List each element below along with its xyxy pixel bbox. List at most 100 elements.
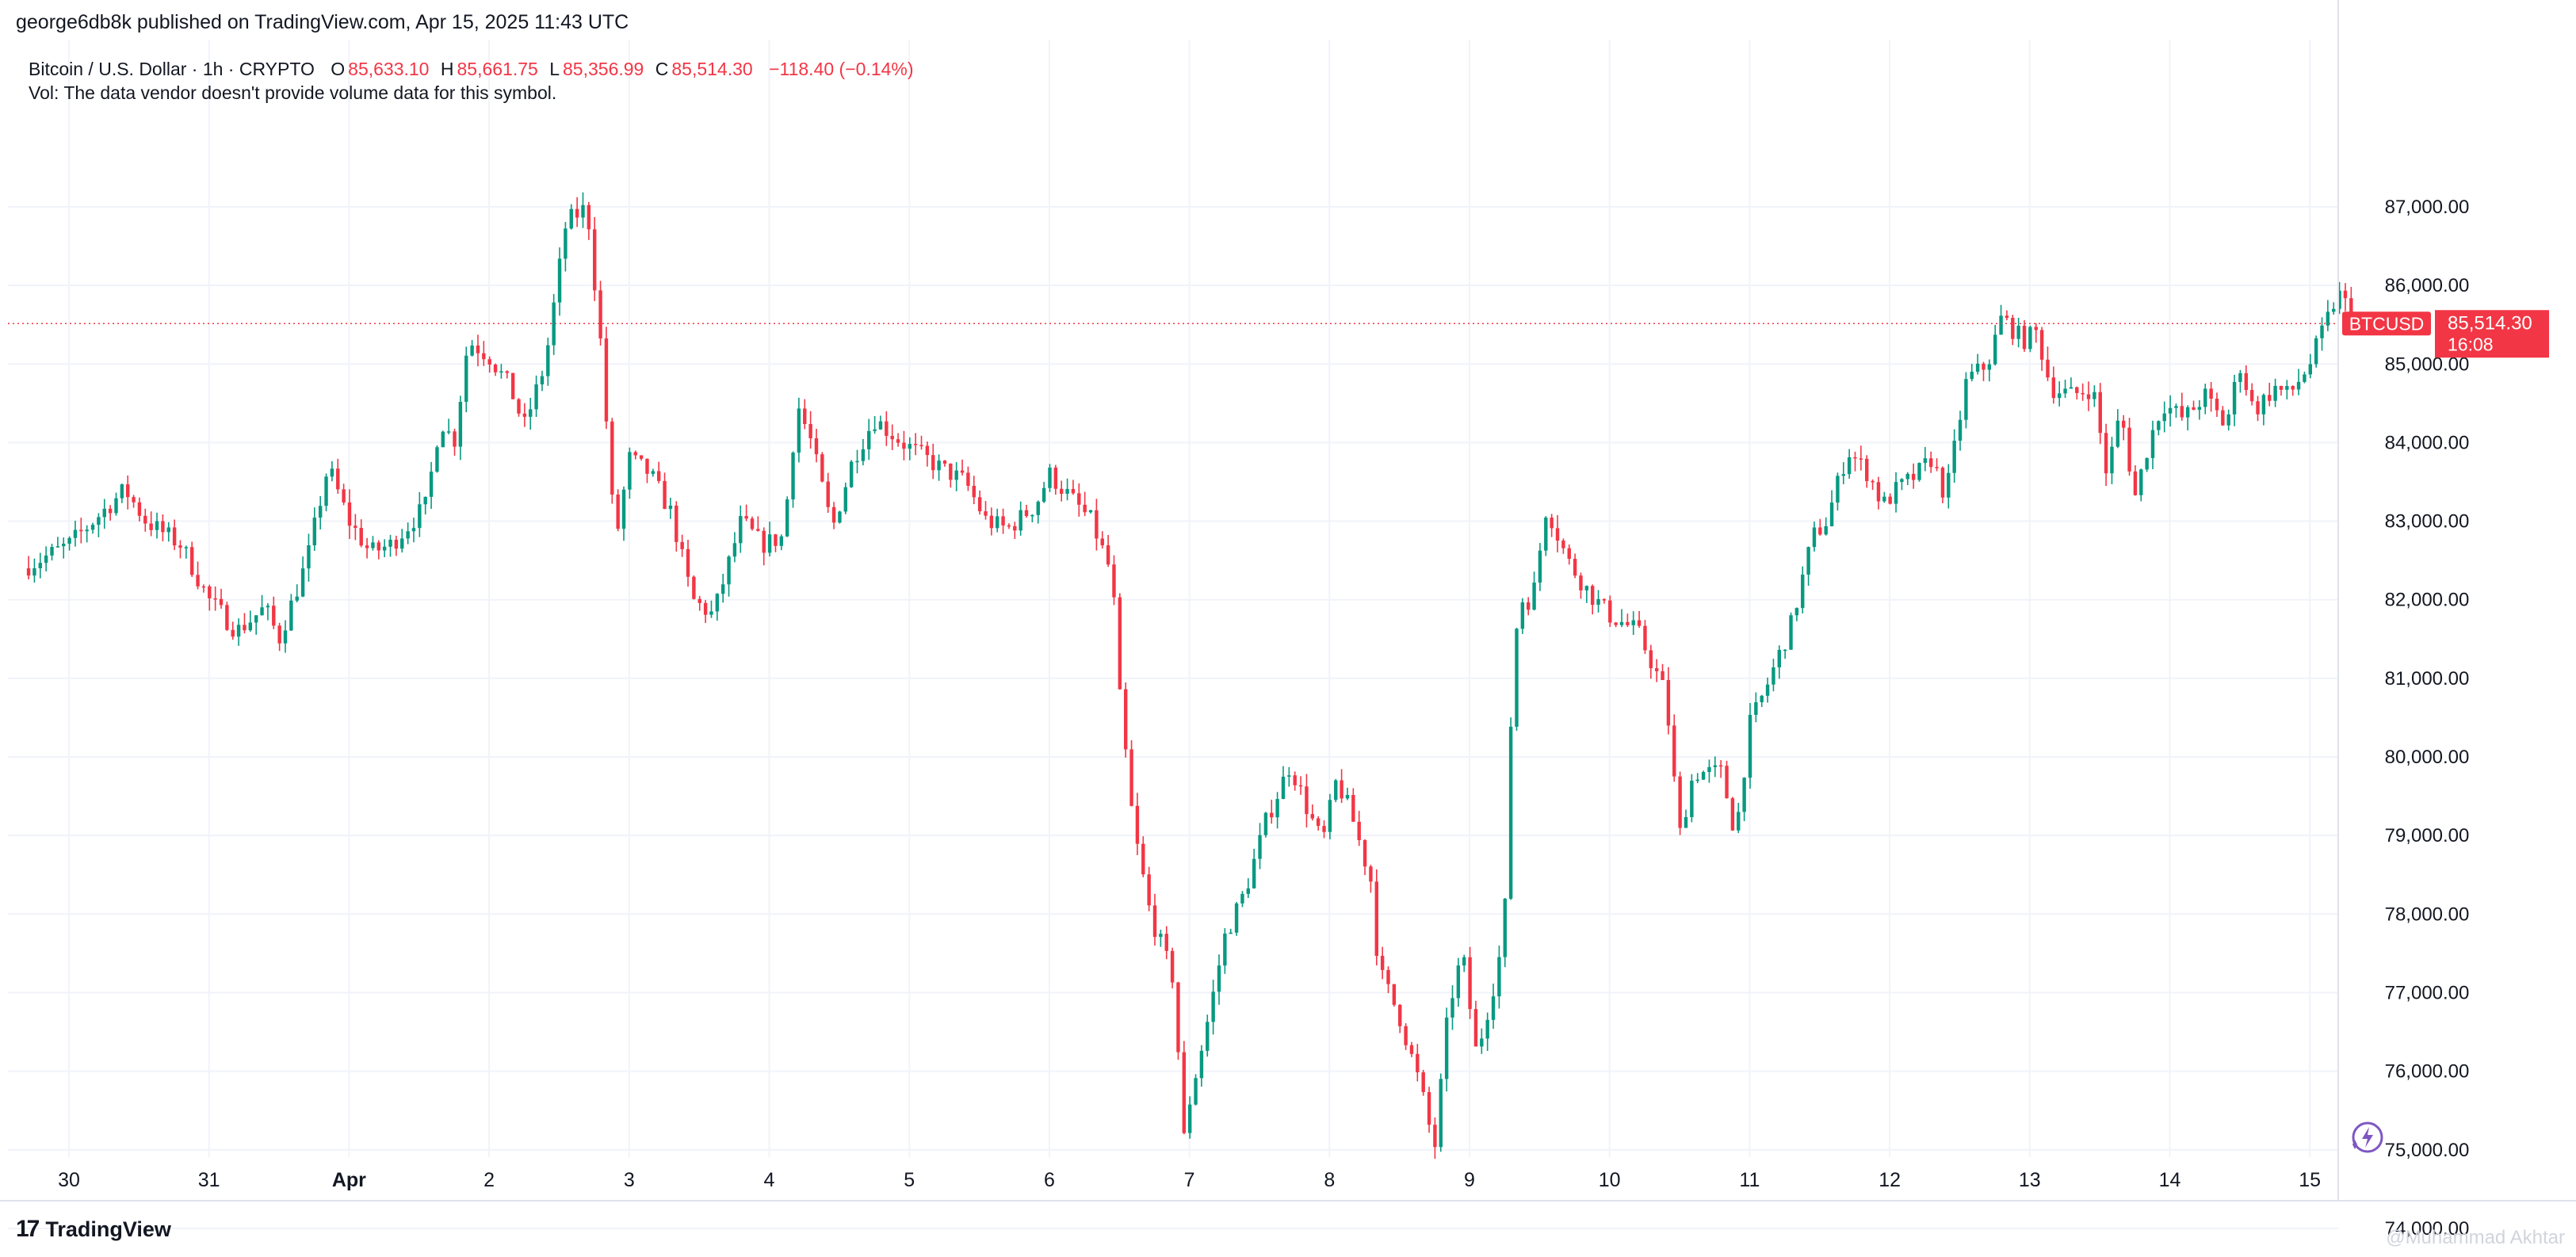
candle-body [487, 359, 491, 365]
candle-body [295, 596, 299, 601]
candle-body [2011, 318, 2015, 339]
candle-body [208, 586, 212, 598]
candle-body [557, 258, 562, 303]
candle-body [102, 508, 106, 518]
candle-body [779, 536, 784, 546]
lightning-icon[interactable] [2348, 1118, 2387, 1157]
candle-body [1777, 650, 1782, 668]
candle-body [2180, 406, 2184, 418]
candle-body [1252, 858, 1256, 888]
candle-body [330, 468, 334, 477]
candle-body [243, 625, 247, 631]
candle-body [2261, 395, 2266, 415]
candle-body [1473, 1009, 1478, 1047]
candle-body [797, 408, 801, 453]
candle-body [873, 429, 877, 431]
candle-body [1100, 538, 1104, 546]
candle-body [1386, 969, 1390, 984]
candle-body [406, 531, 410, 539]
candle-body [32, 567, 36, 576]
candle-body [1060, 488, 1064, 494]
candle-body [1176, 982, 1180, 1053]
candle-body [62, 544, 66, 547]
candle-body [732, 543, 737, 557]
candle-body [1217, 965, 1221, 992]
candle-body [2162, 413, 2166, 422]
candle-body [675, 505, 678, 542]
candle-body [2209, 388, 2213, 399]
candle-body [1631, 620, 1635, 625]
candle-body [1404, 1026, 1408, 1045]
candle-body [1690, 781, 1694, 817]
candle-body [529, 409, 533, 417]
candle-body [1824, 525, 1828, 535]
y-tick-label: 74,000.00 [2385, 1218, 2470, 1240]
candle-body [1024, 510, 1029, 517]
candle-body [1135, 805, 1140, 844]
candle-body [1695, 779, 1699, 781]
candle-body [885, 421, 889, 436]
candle-body [1199, 1050, 1204, 1079]
candle-body [2127, 427, 2131, 472]
candle-body [429, 472, 434, 497]
candle-body [126, 484, 130, 498]
candle-body [283, 630, 288, 644]
candle-body [890, 435, 894, 440]
candle-body [1532, 583, 1536, 610]
candle-body [1847, 457, 1852, 475]
candle-body [831, 506, 836, 523]
candle-body [2203, 388, 2207, 407]
candle-body [575, 208, 579, 218]
candle-body [1666, 680, 1671, 726]
candle-body [1905, 473, 1909, 479]
candle-body [925, 445, 930, 456]
candle-body [954, 470, 958, 480]
candle-body [767, 534, 772, 553]
candle-body [336, 468, 340, 490]
candle-body [1270, 812, 1274, 818]
candle-body [1859, 458, 1863, 460]
tradingview-logo[interactable]: 17 TradingView [16, 1216, 171, 1243]
x-tick-label: 8 [1324, 1169, 1335, 1191]
change-value: −118.40 (−0.14%) [769, 59, 914, 79]
candle-body [201, 586, 206, 588]
candle-body [120, 484, 124, 499]
candle-body [1538, 550, 1542, 583]
candle-body [838, 511, 842, 523]
candle-body [1141, 843, 1145, 875]
candle-body [137, 502, 142, 516]
candle-body [2081, 392, 2085, 395]
candle-body [1841, 474, 1845, 476]
candle-body [1678, 776, 1682, 828]
candle-body [400, 538, 404, 549]
candle-body [656, 471, 661, 481]
candle-body [441, 431, 445, 448]
candle-body [2343, 290, 2348, 299]
x-tick-label: 10 [1599, 1169, 1621, 1191]
candle-body [1421, 1072, 1425, 1092]
candle-body [1649, 650, 1653, 669]
y-tick-label: 80,000.00 [2385, 747, 2470, 768]
candle-body [248, 622, 253, 631]
candle-body [1001, 516, 1005, 525]
candle-body [446, 431, 451, 433]
candle-body [1223, 933, 1227, 966]
symbol-title[interactable]: Bitcoin / U.S. Dollar · 1h · CRYPTO [29, 59, 315, 79]
candle-body [1742, 778, 1746, 812]
candle-body [50, 547, 54, 556]
candle-body [2320, 325, 2324, 338]
symbol-legend: Bitcoin / U.S. Dollar · 1h · CRYPTO O 85,… [29, 57, 917, 105]
candle-body [2139, 469, 2143, 495]
candle-body [1328, 800, 1332, 832]
candle-body [2051, 377, 2056, 399]
candle-body [756, 529, 760, 531]
candle-body [388, 539, 392, 547]
candle-body [1258, 835, 1262, 859]
candle-body [2291, 386, 2295, 390]
candle-body [774, 534, 778, 546]
candle-body [2098, 392, 2102, 434]
candle-body [2273, 385, 2277, 401]
candle-body [1491, 996, 1496, 1020]
candle-body [814, 437, 819, 455]
